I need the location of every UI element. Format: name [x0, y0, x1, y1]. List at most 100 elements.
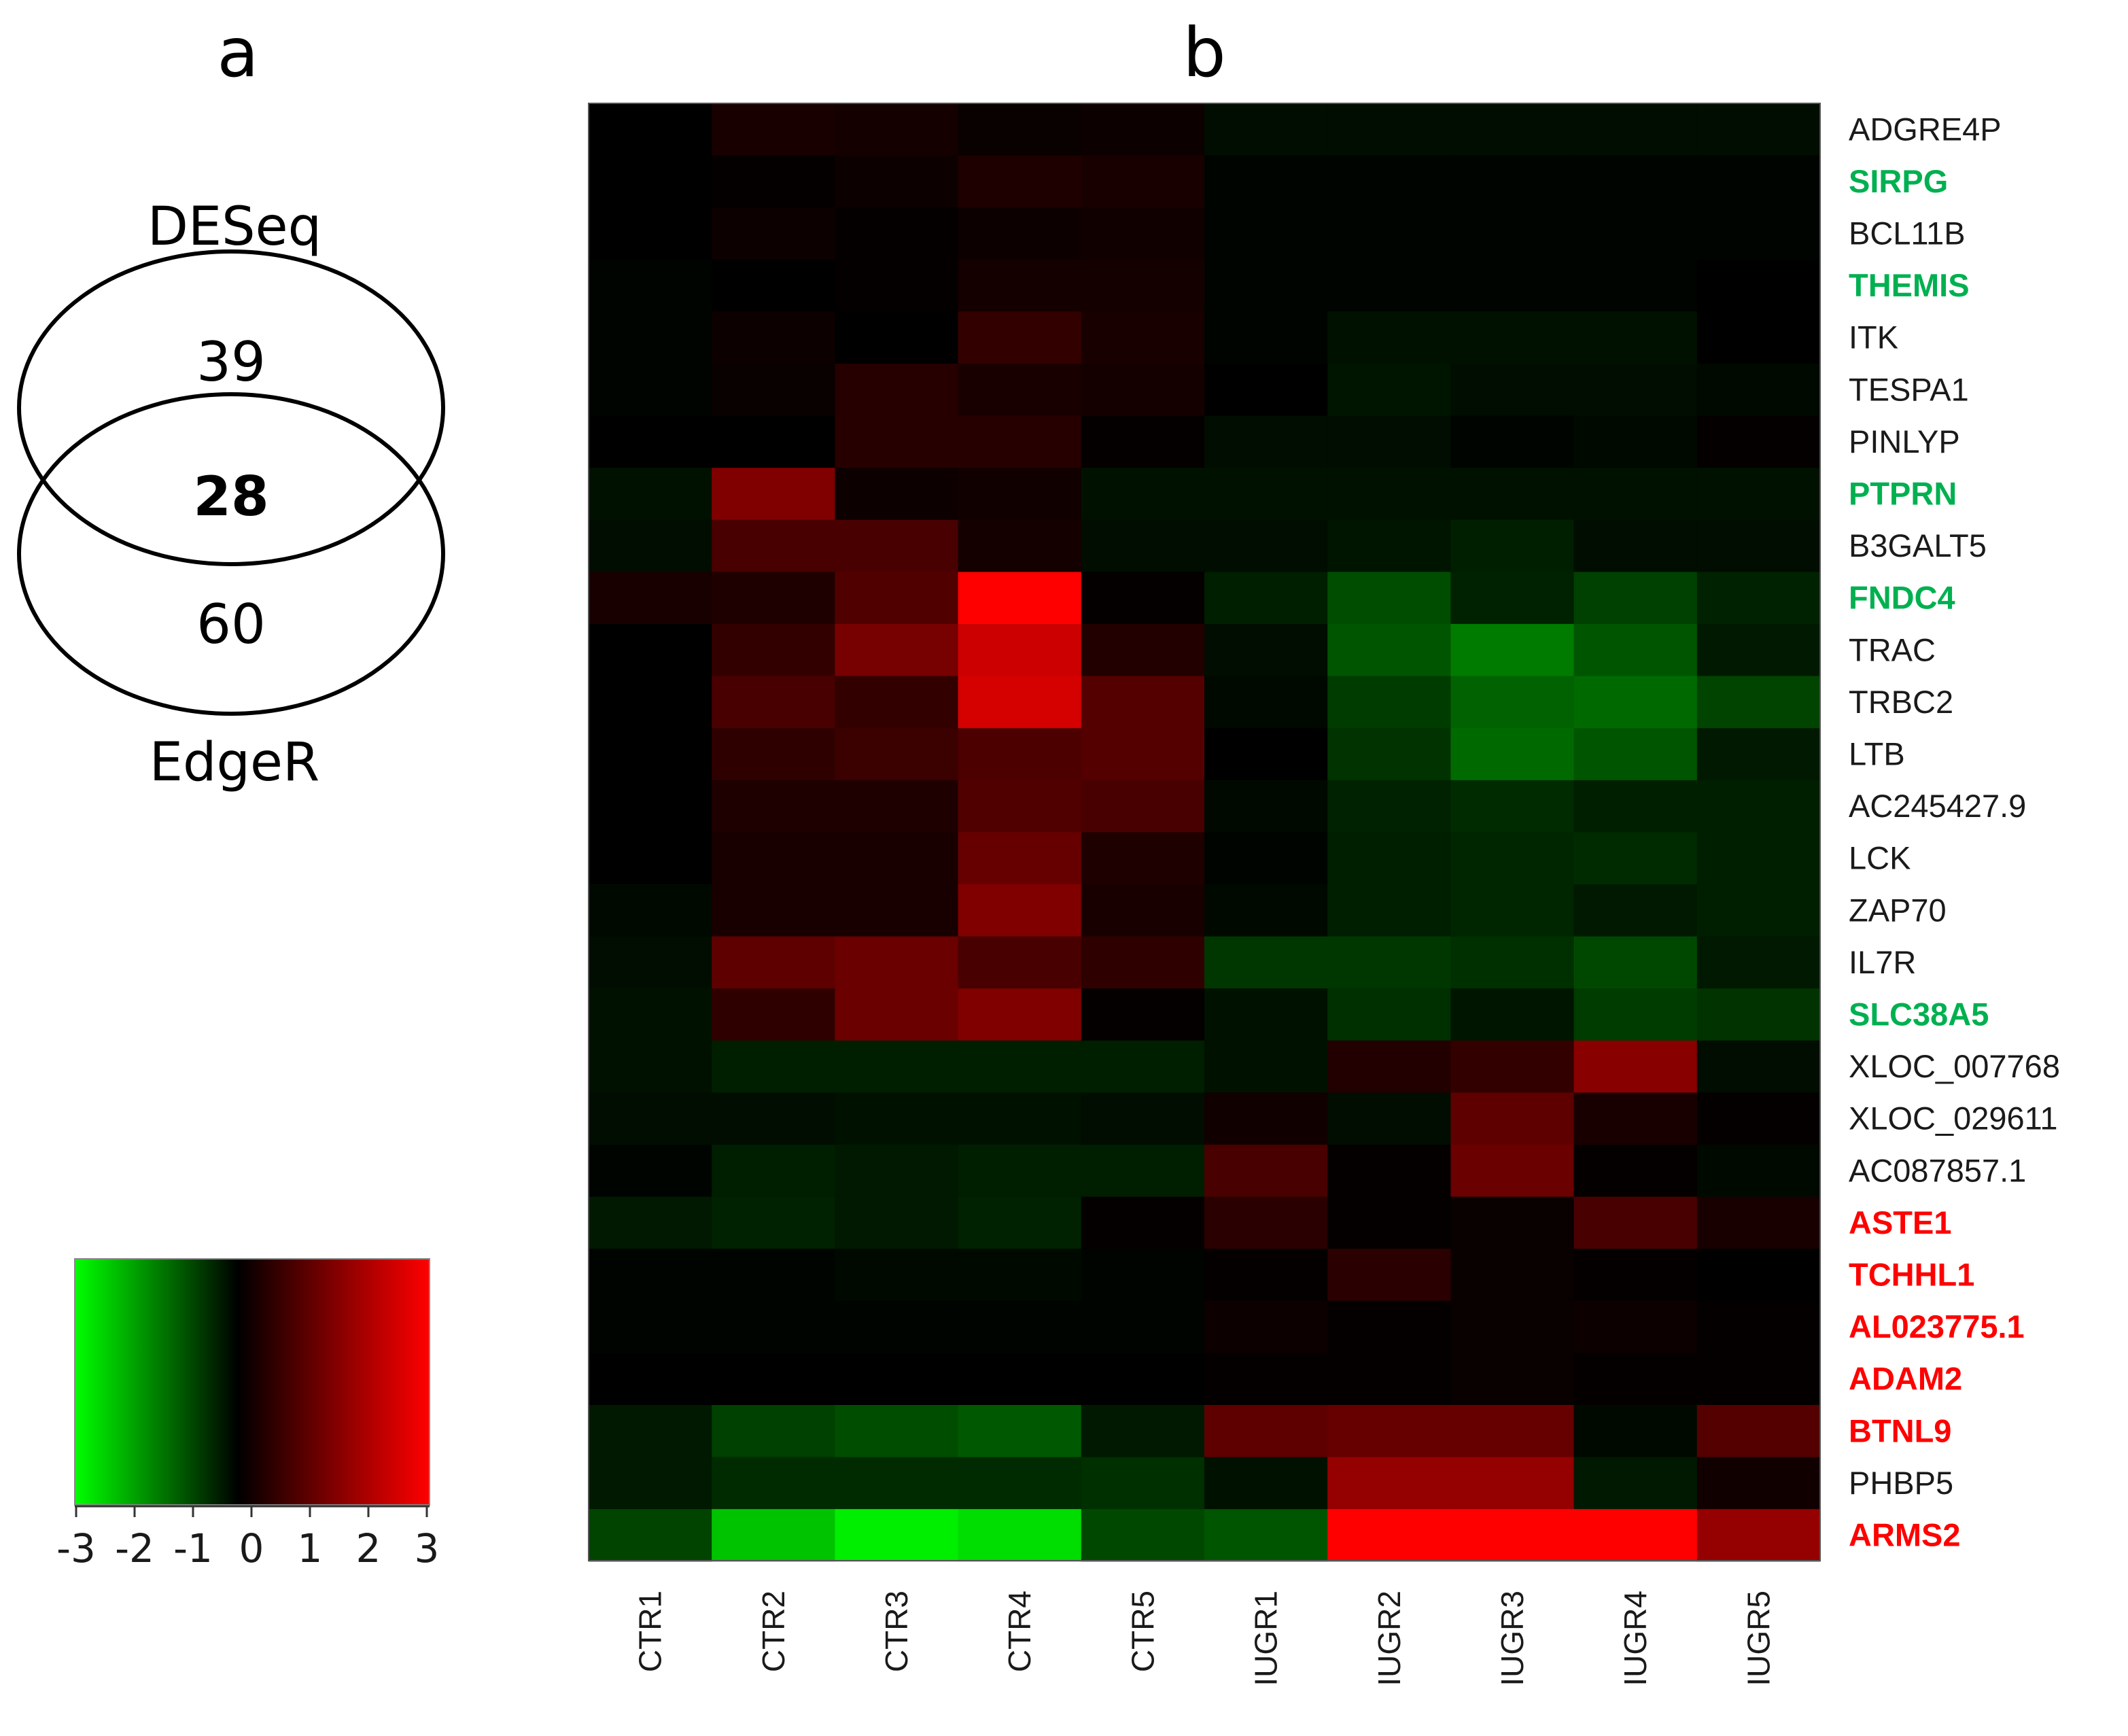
- sample-label-iugr3: IUGR3: [1495, 1591, 1530, 1686]
- heatmap-cell-itk-iugr3: [1450, 311, 1575, 364]
- heatmap-cell-aste1-ctr4: [958, 1196, 1082, 1249]
- heatmap-cell-trbc2-iugr3: [1450, 676, 1575, 729]
- heatmap-cell-trac-iugr5: [1696, 624, 1821, 677]
- heatmap-cell-ltb-iugr5: [1696, 728, 1821, 781]
- heatmap-cell-xloc-007768-iugr5: [1696, 1040, 1821, 1093]
- sample-label-ctr3: CTR3: [879, 1591, 914, 1672]
- heatmap-cell-lck-ctr3: [835, 832, 959, 885]
- heatmap-cell-tespa1-ctr1: [589, 364, 712, 417]
- heatmap-cell-il7r-iugr2: [1327, 936, 1451, 989]
- heatmap-cell-trbc2-ctr1: [589, 676, 712, 729]
- gene-label-aste1: ASTE1: [1849, 1204, 1952, 1240]
- heatmap-cell-al023775-1-iugr4: [1573, 1300, 1698, 1353]
- heatmap-cell-itk-iugr1: [1204, 311, 1328, 364]
- heatmap-cell-adgre4p-iugr4: [1573, 103, 1698, 156]
- panel-b-letter: b: [1183, 13, 1225, 92]
- heatmap-cell-xloc-007768-ctr5: [1081, 1040, 1205, 1093]
- heatmap-cell-bcl11b-ctr1: [589, 207, 712, 260]
- gene-label-themis: THEMIS: [1849, 267, 1970, 303]
- heatmap-cell-ltb-iugr2: [1327, 728, 1451, 781]
- gene-label-xloc-029611: XLOC_029611: [1849, 1100, 2057, 1136]
- scale-tick-label: 1: [298, 1525, 323, 1572]
- heatmap-cell-sirpg-ctr4: [958, 155, 1082, 208]
- sample-label-ctr5: CTR5: [1125, 1591, 1160, 1672]
- heatmap-cell-fndc4-iugr3: [1450, 572, 1575, 625]
- heatmap-cell-zap70-iugr2: [1327, 884, 1451, 937]
- heatmap-cell-bcl11b-iugr5: [1696, 207, 1821, 260]
- heatmap-cell-zap70-iugr5: [1696, 884, 1821, 937]
- heatmap-cell-pinlyp-ctr2: [712, 415, 835, 468]
- heatmap-cell-trac-ctr2: [712, 624, 835, 677]
- venn-edger-ellipse: [17, 392, 445, 716]
- heatmap-cell-xloc-007768-iugr1: [1204, 1040, 1328, 1093]
- heatmap-cell-aste1-iugr5: [1696, 1196, 1821, 1249]
- heatmap-cell-phbp5-ctr4: [958, 1457, 1082, 1510]
- heatmap-cell-btnl9-iugr3: [1450, 1405, 1575, 1458]
- heatmap-cell-tespa1-iugr5: [1696, 364, 1821, 417]
- heatmap-cell-bcl11b-iugr4: [1573, 207, 1698, 260]
- heatmap-cell-trac-iugr2: [1327, 624, 1451, 677]
- heatmap-cell-sirpg-iugr1: [1204, 155, 1328, 208]
- heatmap-border: [588, 103, 1821, 1561]
- heatmap-cell-ac087857-1-ctr2: [712, 1145, 835, 1198]
- heatmap-cell-tespa1-ctr3: [835, 364, 959, 417]
- heatmap-cell-xloc-029611-iugr1: [1204, 1092, 1328, 1145]
- venn-overlap-count: 28: [193, 465, 268, 528]
- heatmap-cell-ac245427-9-iugr2: [1327, 780, 1451, 833]
- heatmap-cell-xloc-007768-iugr3: [1450, 1040, 1575, 1093]
- heatmap-cell-adgre4p-ctr1: [589, 103, 712, 156]
- heatmap-cell-sirpg-ctr1: [589, 155, 712, 208]
- heatmap-cell-slc38a5-iugr1: [1204, 988, 1328, 1041]
- heatmap-cell-btnl9-iugr4: [1573, 1405, 1698, 1458]
- sample-label-iugr2: IUGR2: [1372, 1591, 1407, 1686]
- gene-label-btnl9: BTNL9: [1849, 1412, 1951, 1448]
- heatmap-cell-sirpg-ctr3: [835, 155, 959, 208]
- heatmap-cell-itk-ctr3: [835, 311, 959, 364]
- heatmap-cell-b3galt5-ctr2: [712, 519, 835, 572]
- gene-label-adam2: ADAM2: [1849, 1361, 1962, 1397]
- heatmap-cell-il7r-ctr3: [835, 936, 959, 989]
- heatmap-cell-b3galt5-ctr4: [958, 519, 1082, 572]
- heatmap-cell-ptprn-iugr4: [1573, 468, 1698, 521]
- heatmap-cell-arms2-ctr4: [958, 1509, 1082, 1562]
- gene-label-phbp5: PHBP5: [1849, 1465, 1953, 1501]
- heatmap-cell-al023775-1-ctr3: [835, 1300, 959, 1353]
- heatmap-cell-slc38a5-ctr4: [958, 988, 1082, 1041]
- heatmap-cell-phbp5-ctr3: [835, 1457, 959, 1510]
- heatmap-cell-fndc4-iugr4: [1573, 572, 1698, 625]
- heatmap-cell-xloc-007768-ctr1: [589, 1040, 712, 1093]
- heatmap-cell-tespa1-ctr2: [712, 364, 835, 417]
- venn-only-deseq-count: 39: [196, 330, 266, 394]
- heatmap-cell-xloc-007768-iugr2: [1327, 1040, 1451, 1093]
- heatmap-cell-ac087857-1-iugr3: [1450, 1145, 1575, 1198]
- gene-label-lck: LCK: [1849, 840, 1911, 876]
- heatmap-cell-b3galt5-ctr5: [1081, 519, 1205, 572]
- heatmap-cell-al023775-1-iugr3: [1450, 1300, 1575, 1353]
- sample-label-iugr5: IUGR5: [1741, 1591, 1776, 1686]
- heatmap-cell-bcl11b-iugr1: [1204, 207, 1328, 260]
- heatmap-cell-arms2-iugr5: [1696, 1509, 1821, 1562]
- panel-a-letter: a: [217, 13, 258, 92]
- heatmap-cell-tchhl1-ctr2: [712, 1249, 835, 1302]
- sample-label-ctr2: CTR2: [756, 1591, 791, 1672]
- heatmap-cell-btnl9-ctr3: [835, 1405, 959, 1458]
- heatmap-cell-b3galt5-iugr1: [1204, 519, 1328, 572]
- heatmap-cell-tchhl1-ctr4: [958, 1249, 1082, 1302]
- heatmap-cell-arms2-ctr2: [712, 1509, 835, 1562]
- heatmap-cell-zap70-iugr1: [1204, 884, 1328, 937]
- heatmap-cell-ac087857-1-ctr5: [1081, 1145, 1205, 1198]
- heatmap-cell-zap70-iugr4: [1573, 884, 1698, 937]
- color-scale-legend: -3 -2 -1 0 1 2 3: [56, 1258, 439, 1572]
- heatmap-cell-tchhl1-iugr1: [1204, 1249, 1328, 1302]
- heatmap-cell-bcl11b-ctr2: [712, 207, 835, 260]
- scale-tick-label: -2: [115, 1525, 154, 1572]
- heatmap-cell-itk-ctr2: [712, 311, 835, 364]
- heatmap-cell-b3galt5-ctr1: [589, 519, 712, 572]
- heatmap-cell-ltb-iugr3: [1450, 728, 1575, 781]
- gene-label-arms2: ARMS2: [1849, 1517, 1961, 1553]
- heatmap-cell-ltb-ctr1: [589, 728, 712, 781]
- heatmap-cell-adgre4p-iugr2: [1327, 103, 1451, 156]
- heatmap-cell-xloc-007768-iugr4: [1573, 1040, 1698, 1093]
- heatmap-cell-ac245427-9-ctr3: [835, 780, 959, 833]
- heatmap-cell-xloc-029611-ctr5: [1081, 1092, 1205, 1145]
